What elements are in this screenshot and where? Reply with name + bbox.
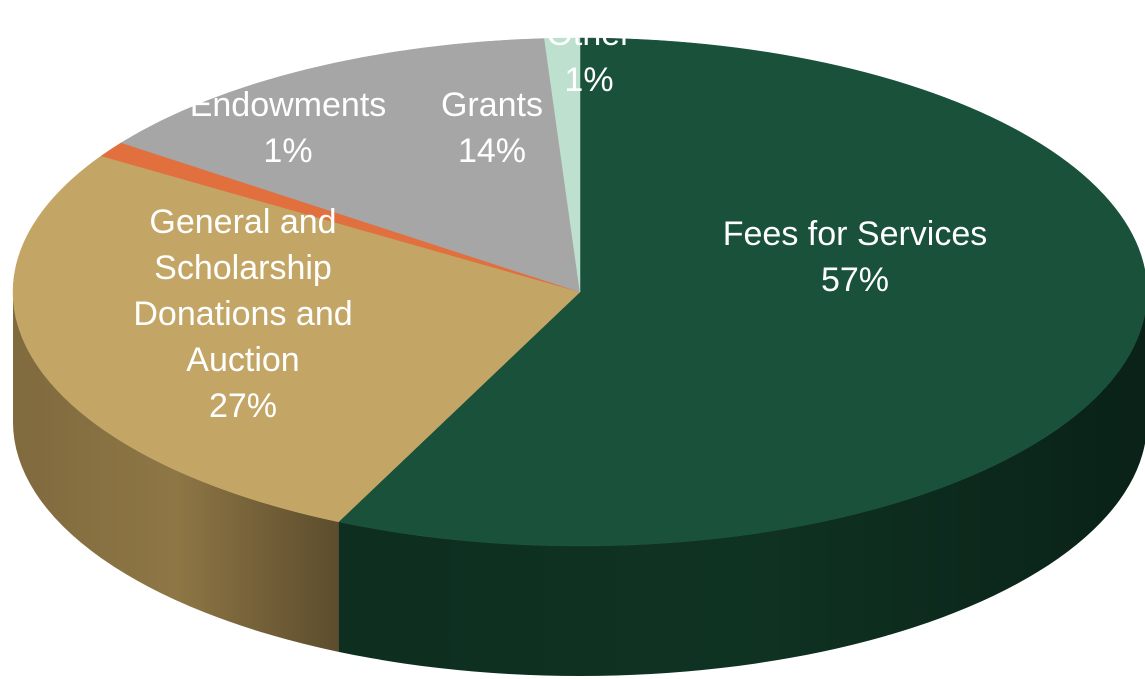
slice-label-line: Endowments (190, 86, 387, 124)
slice-label-line: 57% (821, 261, 889, 299)
slice-label-line: 14% (458, 132, 526, 170)
pie-tops (12, 37, 1145, 547)
pie-labels: Fees for Services 57% General and Scholarsh… (133, 15, 987, 425)
pie-sides (13, 292, 1145, 676)
slice-label-line: Auction (186, 341, 299, 379)
pie-side-shade-general-and-scholarship-donations-and-auction (13, 292, 339, 652)
slice-label-line: 1% (263, 132, 312, 170)
slice-label-line: Scholarship (154, 249, 332, 287)
slice-label-general-and-scholarship-donations-and-auction: General and Scholarship Donations and Aucti… (133, 203, 352, 425)
slice-label-fees-for-services: Fees for Services 57% (723, 215, 988, 299)
pie-slice-fees-for-services (338, 37, 1145, 547)
slice-label-line: Fees for Services (723, 215, 988, 253)
slice-label-line: Donations and (133, 295, 352, 333)
slice-label-line: General and (149, 203, 336, 241)
pie-side-shade-fees-for-services (338, 312, 1145, 676)
slice-label-line: 27% (209, 387, 277, 425)
slice-label-line: Grants (441, 86, 543, 124)
pie-slice-general-and-scholarship-donations-and-auction (12, 155, 581, 523)
slice-label-grants: Grants 14% (441, 86, 543, 170)
pie-slice-other (544, 37, 581, 293)
slice-label-endowments: Endowments 1% (190, 86, 387, 170)
slice-label-line: 1% (564, 61, 613, 99)
slice-label-line: Other (546, 15, 631, 53)
slice-label-other: Other 1% (546, 15, 631, 99)
pie-slice-grants (120, 38, 581, 293)
